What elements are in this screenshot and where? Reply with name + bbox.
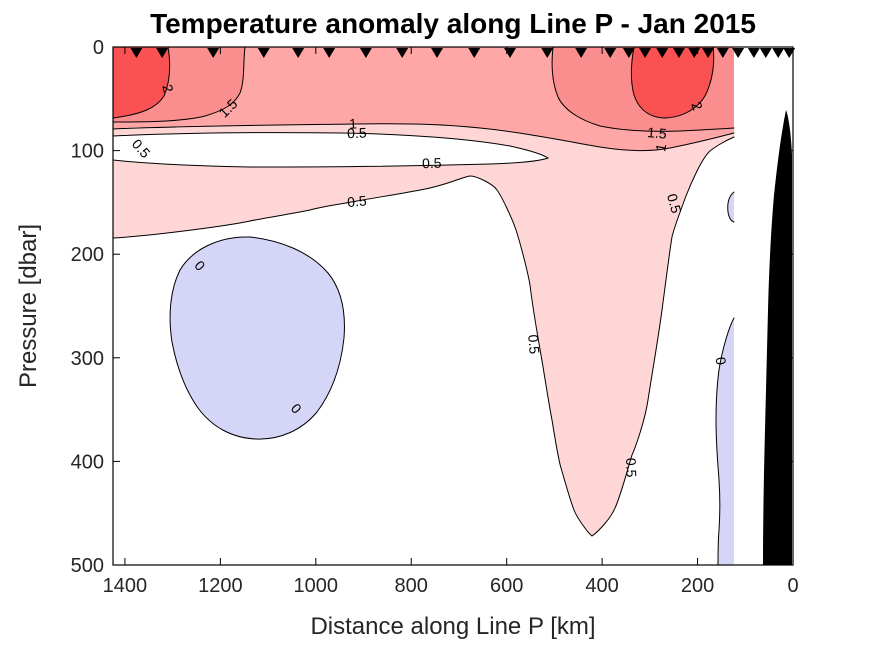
station-marker-icon bbox=[772, 48, 785, 58]
contour-label: 2 bbox=[159, 83, 177, 95]
station-marker-icon bbox=[323, 48, 336, 58]
band-gt2-right bbox=[631, 47, 714, 118]
contour-label: 0.5 bbox=[347, 125, 367, 142]
station-marker-icon bbox=[622, 48, 635, 58]
x-axis-label: Distance along Line P [km] bbox=[310, 613, 595, 640]
station-marker-icon bbox=[575, 48, 588, 58]
station-marker-icon bbox=[716, 48, 729, 58]
x-tick-label: 800 bbox=[395, 575, 428, 597]
band-05-1 bbox=[113, 47, 734, 536]
contour-line-2-left bbox=[113, 47, 171, 119]
x-tick-label: 0 bbox=[787, 575, 798, 597]
station-marker-icon bbox=[359, 48, 372, 58]
contour-line-0-sliver bbox=[715, 317, 735, 565]
contour-line-15-right bbox=[551, 47, 735, 132]
station-marker-icon bbox=[732, 48, 745, 58]
contour-label: 0.5 bbox=[422, 155, 442, 172]
contour-label: 0.5 bbox=[346, 192, 367, 210]
y-tick-label: 100 bbox=[71, 141, 104, 163]
contour-label: 0 bbox=[713, 356, 730, 366]
x-tick-label: 1400 bbox=[103, 575, 148, 597]
y-axis-label: Pressure [dbar] bbox=[15, 224, 42, 388]
station-marker-icon bbox=[783, 48, 796, 58]
contour-line-05-lens bbox=[113, 132, 550, 168]
station-marker-icon bbox=[504, 48, 517, 58]
x-axis-ticks: 1400 1200 1000 800 600 400 200 0 bbox=[103, 47, 799, 597]
y-tick-label: 200 bbox=[71, 244, 104, 266]
x-tick-label: 600 bbox=[490, 575, 523, 597]
chart-title: Temperature anomaly along Line P - Jan 2… bbox=[150, 8, 756, 39]
station-marker-icon bbox=[639, 48, 652, 58]
station-marker-icon bbox=[656, 48, 669, 58]
station-marker-icon bbox=[207, 48, 220, 58]
station-marker-icon bbox=[431, 48, 444, 58]
station-marker-icon bbox=[292, 48, 305, 58]
station-marker-icon bbox=[747, 48, 760, 58]
contour-label: 0.5 bbox=[525, 334, 543, 355]
contour-label: 0.5 bbox=[664, 192, 685, 215]
band-negative-sliver bbox=[716, 318, 734, 565]
station-marker-icon bbox=[759, 48, 772, 58]
station-marker-icon bbox=[156, 48, 169, 58]
contour-label: 0.5 bbox=[623, 458, 640, 478]
station-marker-icon bbox=[604, 48, 617, 58]
bathymetry-mask bbox=[763, 110, 792, 565]
y-tick-label: 500 bbox=[71, 555, 104, 577]
contour-line-2-right bbox=[630, 47, 715, 119]
x-tick-label: 400 bbox=[585, 575, 618, 597]
contour-line-1 bbox=[113, 123, 735, 152]
y-axis-ticks: 0 100 200 300 400 500 bbox=[71, 37, 793, 577]
contour-line-15-left bbox=[113, 47, 246, 123]
band-negative-blob bbox=[170, 236, 345, 440]
contour-label: 1 bbox=[652, 142, 669, 153]
band-0-05-lens bbox=[113, 132, 548, 167]
contour-line-05-main bbox=[113, 136, 735, 537]
x-tick-label: 200 bbox=[681, 575, 714, 597]
station-marker-icon bbox=[672, 48, 685, 58]
contour-line-0-blob bbox=[169, 236, 345, 440]
station-marker-icon bbox=[396, 48, 409, 58]
station-marker-icon bbox=[130, 48, 143, 58]
station-markers bbox=[130, 48, 796, 58]
y-tick-label: 400 bbox=[71, 451, 104, 473]
axes-box bbox=[112, 46, 794, 566]
station-marker-icon bbox=[257, 48, 270, 58]
x-tick-label: 1000 bbox=[294, 575, 339, 597]
y-tick-label: 300 bbox=[71, 348, 104, 370]
station-marker-icon bbox=[688, 48, 701, 58]
contour-label: 1.5 bbox=[647, 124, 668, 142]
station-marker-icon bbox=[541, 48, 554, 58]
y-tick-label: 0 bbox=[93, 37, 104, 59]
station-marker-icon bbox=[702, 48, 715, 58]
contour-line-0-sliver-small bbox=[727, 191, 735, 223]
x-tick-label: 1200 bbox=[198, 575, 243, 597]
band-gt2-left bbox=[113, 47, 170, 118]
contour-label: 1 bbox=[349, 115, 358, 131]
station-marker-icon bbox=[468, 48, 481, 58]
